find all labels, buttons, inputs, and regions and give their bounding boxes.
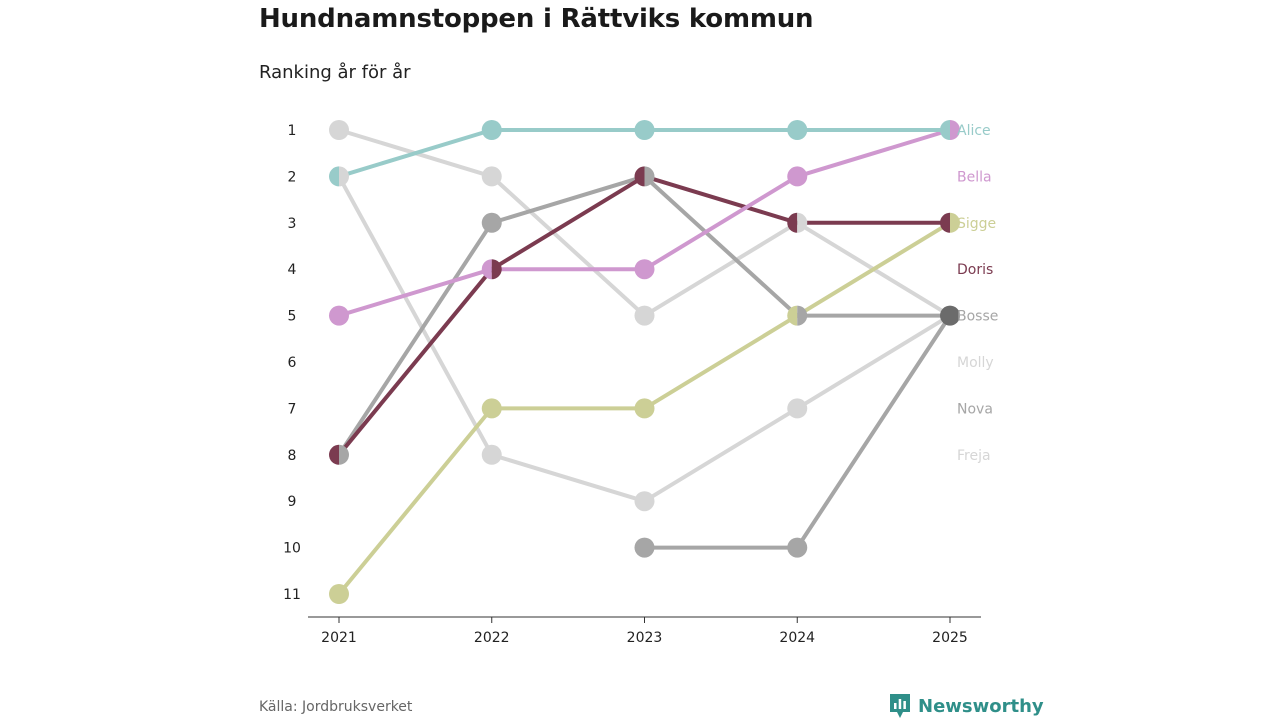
point-doris-2022 bbox=[491, 259, 502, 280]
point-bosse-2024 bbox=[797, 305, 808, 326]
point-alice-2025 bbox=[940, 120, 950, 140]
x-tick-label-2024: 2024 bbox=[779, 630, 815, 646]
point-2025-rank-5-group bbox=[940, 305, 960, 326]
point-doris-2021 bbox=[329, 444, 339, 465]
label-bosse: Bosse bbox=[957, 309, 998, 325]
point-sigge-2024 bbox=[787, 305, 798, 326]
label-doris: Doris bbox=[957, 262, 993, 278]
point-sigge-2021 bbox=[329, 584, 349, 604]
point-sigge-2023 bbox=[634, 398, 655, 419]
label-molly: Molly bbox=[957, 355, 994, 371]
point-alice-2024 bbox=[787, 120, 808, 140]
rank-chart: 2021 2022 2023 2024 2025 1 2 3 4 5 6 7 8 9 10 11 Alice Be… bbox=[283, 120, 998, 646]
point-freja-2023 bbox=[634, 491, 655, 512]
x-tick-label-2022: 2022 bbox=[474, 630, 510, 646]
point-molly-2023 bbox=[634, 305, 655, 326]
brand-name: Newsworthy bbox=[918, 695, 1044, 717]
y-tick-label-5: 5 bbox=[288, 309, 297, 325]
series-line-nova bbox=[642, 313, 952, 550]
label-alice: Alice bbox=[957, 123, 991, 139]
y-tick-label-8: 8 bbox=[288, 448, 297, 464]
label-nova: Nova bbox=[957, 401, 993, 417]
point-doris-2024 bbox=[787, 212, 798, 233]
point-bella-2025 bbox=[950, 120, 960, 140]
point-sigge-2025 bbox=[950, 212, 960, 233]
source-note: Källa: Jordbruksverket bbox=[259, 699, 413, 715]
y-tick-label-11: 11 bbox=[283, 587, 301, 603]
brand-logo: Newsworthy bbox=[888, 692, 1044, 720]
y-tick-label-1: 1 bbox=[288, 123, 297, 139]
point-bella-2021 bbox=[329, 305, 349, 326]
y-tick-label-4: 4 bbox=[288, 262, 297, 278]
y-tick-label-7: 7 bbox=[288, 401, 297, 417]
label-freja: Freja bbox=[957, 448, 991, 464]
y-tick-label-9: 9 bbox=[288, 494, 297, 510]
x-tick-label-2023: 2023 bbox=[627, 630, 663, 646]
point-alice-2021 bbox=[329, 166, 339, 187]
y-tick-label-3: 3 bbox=[288, 216, 297, 232]
point-freja-2022 bbox=[481, 444, 502, 465]
chart-title: Hundnamnstoppen i Rättviks kommun bbox=[259, 4, 814, 34]
point-bosse-2023 bbox=[644, 166, 655, 187]
point-doris-2023 bbox=[634, 166, 645, 187]
point-bella-2022 bbox=[481, 259, 492, 280]
point-molly-2022 bbox=[481, 166, 502, 187]
label-bella: Bella bbox=[957, 169, 992, 185]
point-doris-2025 bbox=[940, 212, 950, 233]
x-tick-label-2021: 2021 bbox=[321, 630, 357, 646]
point-molly-2024 bbox=[797, 212, 808, 233]
point-freja-2024 bbox=[787, 398, 808, 419]
x-tick-label-2025: 2025 bbox=[932, 630, 968, 646]
y-tick-label-10: 10 bbox=[283, 541, 301, 557]
point-bosse-2021 bbox=[339, 444, 349, 465]
point-alice-2022 bbox=[481, 120, 502, 140]
point-bella-2024 bbox=[787, 166, 808, 187]
point-freja-2021 bbox=[339, 166, 349, 187]
point-nova-2024 bbox=[787, 537, 808, 558]
point-bella-2023 bbox=[634, 259, 655, 280]
chart-subtitle: Ranking år för år bbox=[259, 62, 411, 83]
y-tick-label-6: 6 bbox=[288, 355, 297, 371]
newsworthy-icon bbox=[890, 694, 910, 718]
y-tick-label-2: 2 bbox=[288, 169, 297, 185]
point-molly-2021 bbox=[329, 120, 349, 140]
point-alice-2023 bbox=[634, 120, 655, 140]
point-bosse-2022 bbox=[481, 212, 502, 233]
point-nova-2023 bbox=[634, 537, 655, 558]
label-sigge: Sigge bbox=[957, 216, 996, 232]
point-sigge-2022 bbox=[481, 398, 502, 419]
